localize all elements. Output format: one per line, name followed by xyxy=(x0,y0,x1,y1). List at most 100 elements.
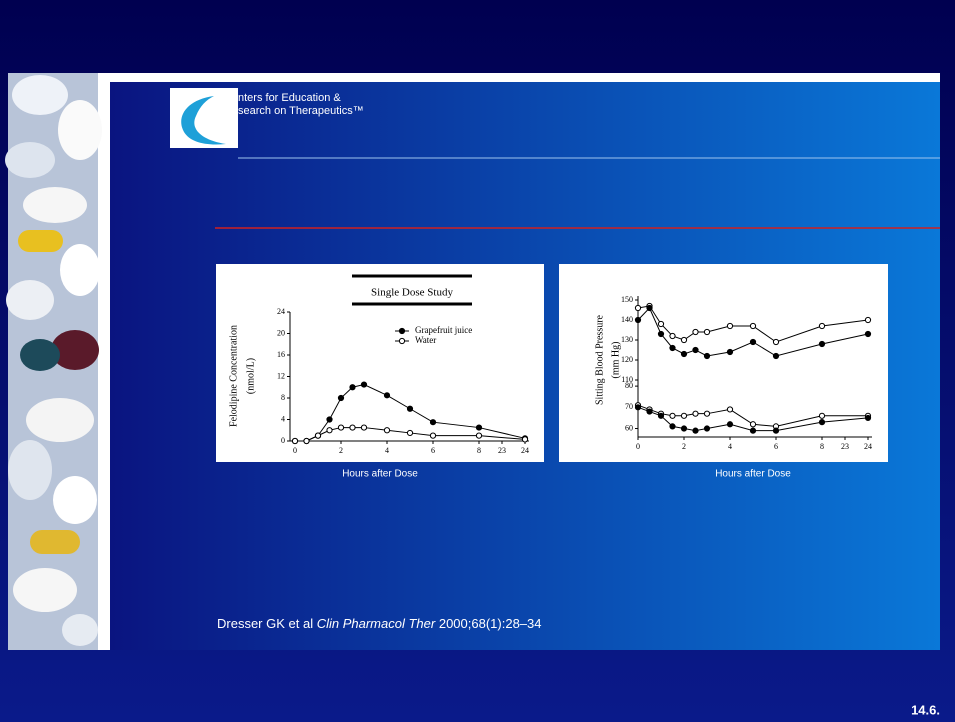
data-point xyxy=(681,337,686,342)
page: nters for Education & search on Therapeu… xyxy=(0,0,955,722)
citation: Dresser GK et al Clin Pharmacol Ther 200… xyxy=(217,616,542,631)
legend-marker xyxy=(399,328,404,333)
data-point xyxy=(704,329,709,334)
x-tick-label: 0 xyxy=(293,446,297,455)
data-point xyxy=(384,393,389,398)
data-point xyxy=(635,305,640,310)
pill xyxy=(5,142,55,178)
y-tick-label: 150 xyxy=(621,295,633,304)
data-point xyxy=(865,415,870,420)
pill xyxy=(13,568,77,612)
y-tick-label: 70 xyxy=(625,402,633,411)
data-point xyxy=(693,329,698,334)
data-point xyxy=(647,305,652,310)
pill xyxy=(30,530,80,554)
data-point xyxy=(773,353,778,358)
data-point xyxy=(407,430,412,435)
pill xyxy=(6,280,54,320)
pill xyxy=(53,476,97,524)
x-tick-label: 2 xyxy=(339,446,343,455)
y-tick-label: 12 xyxy=(277,371,285,380)
data-point xyxy=(727,323,732,328)
x-tick-label: 6 xyxy=(431,446,435,455)
data-point xyxy=(304,438,309,443)
y-tick-label: 20 xyxy=(277,328,285,337)
x-tick-label: 0 xyxy=(636,442,640,451)
y-tick-label: 140 xyxy=(621,315,633,324)
y-tick-label: 0 xyxy=(281,436,285,445)
data-point xyxy=(773,428,778,433)
data-point xyxy=(670,345,675,350)
pill xyxy=(8,440,52,500)
chart-image xyxy=(559,264,888,462)
data-point xyxy=(338,395,343,400)
data-point xyxy=(693,411,698,416)
data-point xyxy=(327,428,332,433)
x-tick-label: 4 xyxy=(385,446,389,455)
data-point xyxy=(635,405,640,410)
data-point xyxy=(750,422,755,427)
y-tick-label: 80 xyxy=(625,381,633,390)
data-point xyxy=(750,339,755,344)
data-point xyxy=(430,420,435,425)
data-point xyxy=(361,425,366,430)
chart-title: Single Dose Study xyxy=(371,287,453,299)
data-point xyxy=(704,426,709,431)
data-point xyxy=(384,428,389,433)
pill xyxy=(23,187,87,223)
y-tick-label: 60 xyxy=(625,423,633,432)
slide-number: 14.6. xyxy=(911,702,940,717)
data-point xyxy=(350,385,355,390)
y-axis-label: (mm Hg) xyxy=(610,342,621,379)
data-point xyxy=(681,351,686,356)
data-point xyxy=(819,420,824,425)
y-axis-label: (nmol/L) xyxy=(245,358,256,394)
y-tick-label: 4 xyxy=(281,414,285,423)
x-axis-label: Hours after Dose xyxy=(715,469,791,480)
legend-label: Water xyxy=(415,335,436,345)
data-point xyxy=(693,347,698,352)
data-point xyxy=(292,438,297,443)
data-point xyxy=(476,433,481,438)
data-point xyxy=(819,341,824,346)
data-point xyxy=(773,339,778,344)
data-point xyxy=(647,409,652,414)
x-tick-label: 4 xyxy=(728,442,732,451)
pill xyxy=(12,75,68,115)
y-tick-label: 16 xyxy=(277,350,285,359)
slide: nters for Education & search on Therapeu… xyxy=(0,0,955,722)
org-name: nters for Education & xyxy=(238,92,341,104)
data-point xyxy=(750,428,755,433)
data-point xyxy=(670,424,675,429)
data-point xyxy=(522,437,527,442)
x-tick-label: 23 xyxy=(498,446,506,455)
legend-marker xyxy=(399,338,404,343)
data-point xyxy=(819,323,824,328)
data-point xyxy=(819,413,824,418)
y-tick-label: 24 xyxy=(277,307,285,316)
data-point xyxy=(704,411,709,416)
data-point xyxy=(658,321,663,326)
pill xyxy=(26,398,94,442)
x-tick-label: 8 xyxy=(820,442,824,451)
data-point xyxy=(670,413,675,418)
data-point xyxy=(350,425,355,430)
x-tick-label: 24 xyxy=(864,442,872,451)
legend-label: Grapefruit juice xyxy=(415,325,472,335)
x-tick-label: 23 xyxy=(841,442,849,451)
y-axis-label: Sitting Blood Pressure xyxy=(594,314,605,405)
x-tick-label: 6 xyxy=(774,442,778,451)
x-tick-label: 24 xyxy=(521,446,529,455)
citation-authors: Dresser GK et al xyxy=(217,616,313,631)
y-axis-label: Felodipine Concentration xyxy=(228,325,239,427)
y-tick-label: 130 xyxy=(621,335,633,344)
data-point xyxy=(693,428,698,433)
pill xyxy=(18,230,63,252)
data-point xyxy=(315,433,320,438)
pill-strip xyxy=(5,73,102,650)
pill xyxy=(20,339,60,371)
data-point xyxy=(865,317,870,322)
data-point xyxy=(681,426,686,431)
data-point xyxy=(338,425,343,430)
data-point xyxy=(327,417,332,422)
